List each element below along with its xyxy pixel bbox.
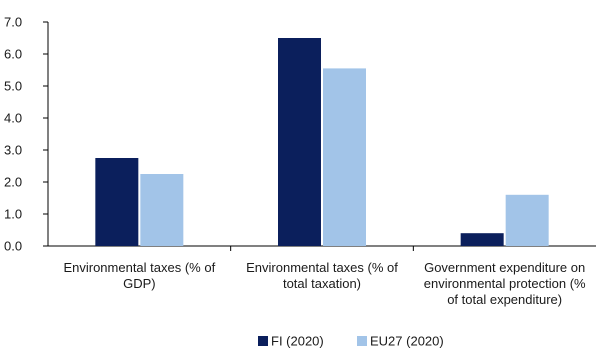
y-tick-label: 6.0: [4, 47, 22, 62]
legend-swatch: [357, 336, 367, 346]
bars: [95, 38, 549, 247]
x-category-label: Environmental taxes (% of: [63, 260, 215, 275]
x-category-label: total taxation): [283, 276, 361, 291]
x-category-label: Environmental taxes (% of: [246, 260, 398, 275]
y-tick-label: 2.0: [4, 175, 22, 190]
legend-label: EU27 (2020): [370, 334, 444, 349]
y-tick-label: 4.0: [4, 111, 22, 126]
y-tick-label: 1.0: [4, 207, 22, 222]
y-tick-label: 0.0: [4, 239, 22, 254]
bar-fi-1: [95, 158, 139, 246]
y-tick-label: 5.0: [4, 79, 22, 94]
bar-eu27-3: [505, 194, 549, 246]
bar-eu27-2: [323, 68, 366, 247]
category-labels: Environmental taxes (% ofGDP)Environment…: [63, 260, 586, 307]
bar-fi-3: [460, 233, 504, 246]
legend-label: FI (2020): [271, 334, 324, 349]
y-tick-label: 3.0: [4, 143, 22, 158]
x-category-label: environmental protection (%: [424, 276, 586, 291]
x-category-label: Government expenditure on: [424, 260, 585, 275]
x-category-label: of total expenditure): [447, 292, 562, 307]
y-tick-label: 7.0: [4, 15, 22, 30]
legend: FI (2020) EU27 (2020): [258, 334, 444, 349]
bar-fi-2: [278, 38, 321, 246]
x-category-label: GDP): [123, 276, 156, 291]
bar-eu27-1: [140, 174, 184, 246]
axes: 0.0 1.0 2.0 3.0 4.0 5.0 6.0 7.0: [4, 15, 596, 254]
legend-swatch: [258, 336, 268, 346]
